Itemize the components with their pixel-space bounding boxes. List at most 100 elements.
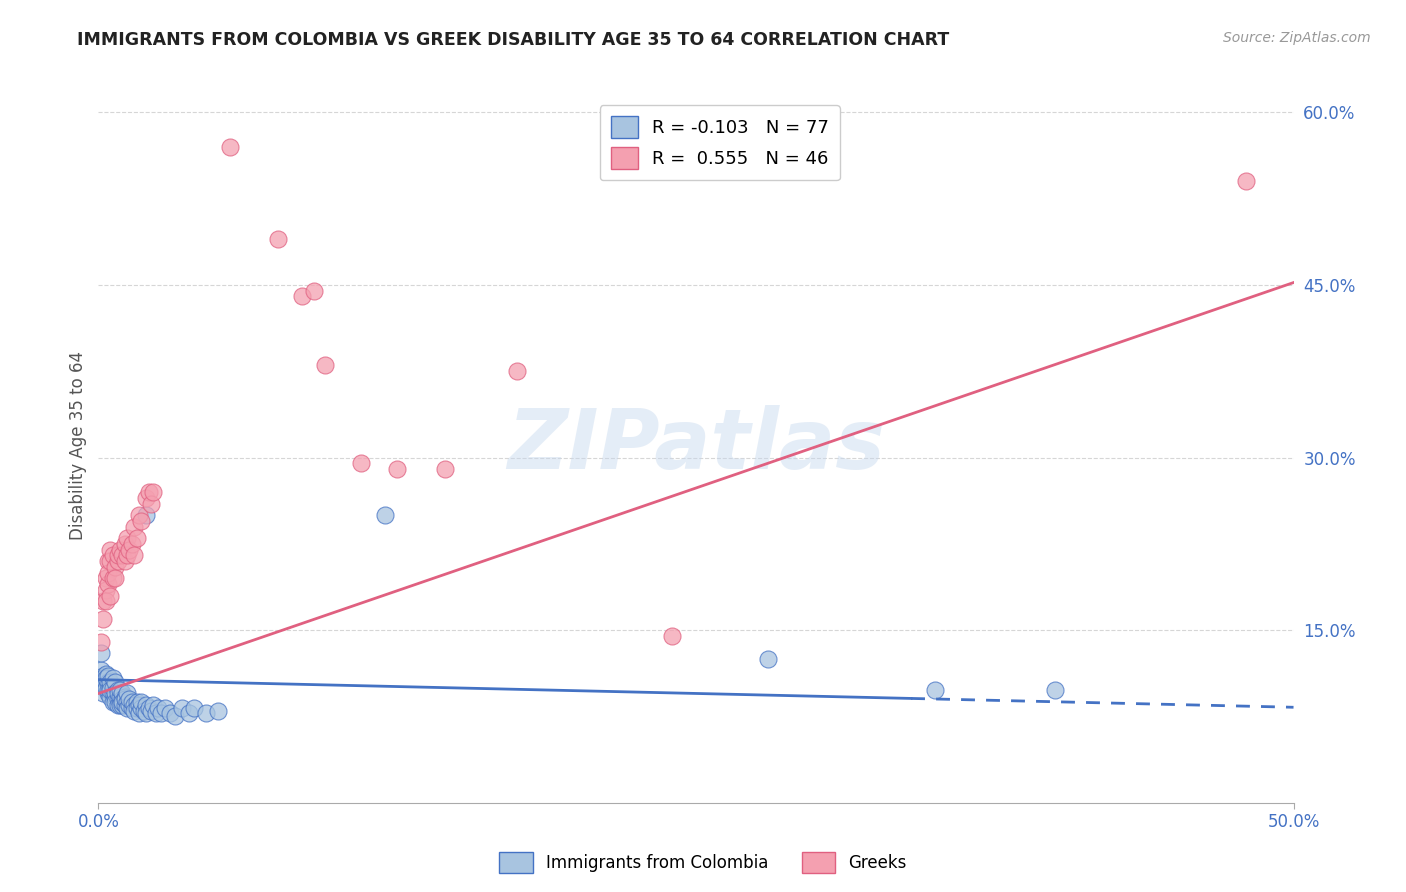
Point: [98, 683, 122, 698]
Point: [97, 675, 120, 690]
Point: [97, 669, 120, 683]
Point: [101, 571, 124, 585]
Point: [195, 706, 218, 720]
Point: [104, 694, 127, 708]
Point: [756, 652, 779, 666]
Point: [94, 594, 117, 608]
Point: [121, 537, 143, 551]
Point: [138, 485, 160, 500]
Point: [98, 589, 122, 603]
Point: [97, 683, 120, 698]
Point: [924, 683, 946, 698]
Point: [118, 698, 141, 712]
Point: [142, 698, 165, 712]
Text: ZIPatlas: ZIPatlas: [508, 406, 884, 486]
Point: [98, 542, 122, 557]
Point: [90, 646, 112, 660]
Point: [90, 675, 112, 690]
Point: [108, 690, 131, 704]
Point: [115, 694, 138, 708]
Point: [90, 634, 112, 648]
Point: [124, 549, 146, 563]
Point: [94, 672, 117, 686]
Point: [128, 698, 150, 712]
Point: [124, 698, 146, 712]
Point: [118, 692, 141, 706]
Point: [97, 554, 120, 568]
Point: [291, 289, 314, 303]
Point: [101, 694, 124, 708]
Point: [107, 683, 129, 698]
Point: [107, 698, 129, 712]
Point: [97, 686, 120, 700]
Point: [131, 701, 153, 715]
Point: [94, 666, 117, 681]
Point: [135, 698, 157, 712]
Point: [139, 704, 162, 718]
Point: [114, 692, 136, 706]
Point: [125, 701, 148, 715]
Point: [98, 681, 122, 695]
Point: [114, 554, 136, 568]
Point: [94, 571, 117, 585]
Point: [118, 542, 141, 557]
Point: [179, 706, 201, 720]
Point: [172, 701, 194, 715]
Point: [111, 686, 134, 700]
Point: [121, 694, 143, 708]
Point: [90, 664, 112, 678]
Point: [149, 706, 172, 720]
Point: [91, 686, 114, 700]
Point: [145, 706, 167, 720]
Point: [148, 701, 170, 715]
Point: [267, 232, 290, 246]
Point: [506, 364, 529, 378]
Text: IMMIGRANTS FROM COLOMBIA VS GREEK DISABILITY AGE 35 TO 64 CORRELATION CHART: IMMIGRANTS FROM COLOMBIA VS GREEK DISABI…: [77, 31, 949, 49]
Point: [101, 672, 124, 686]
Point: [98, 675, 122, 690]
Point: [1043, 683, 1066, 698]
Point: [111, 692, 134, 706]
Point: [125, 531, 148, 545]
Point: [114, 690, 136, 704]
Point: [131, 514, 153, 528]
Point: [107, 554, 129, 568]
Point: [108, 698, 131, 712]
Point: [138, 701, 160, 715]
Point: [135, 491, 157, 505]
Point: [132, 704, 155, 718]
Point: [104, 675, 127, 690]
Point: [1234, 174, 1257, 188]
Point: [101, 681, 124, 695]
Point: [315, 359, 337, 373]
Legend: R = -0.103   N = 77, R =  0.555   N = 46: R = -0.103 N = 77, R = 0.555 N = 46: [600, 105, 839, 180]
Point: [115, 531, 138, 545]
Point: [142, 485, 165, 500]
Point: [125, 694, 148, 708]
Point: [104, 571, 127, 585]
Point: [131, 694, 153, 708]
Point: [111, 549, 134, 563]
Point: [115, 701, 138, 715]
Point: [108, 683, 131, 698]
Point: [107, 692, 129, 706]
Point: [434, 462, 457, 476]
Point: [111, 694, 134, 708]
Point: [94, 582, 117, 597]
Point: [155, 701, 177, 715]
Legend: Immigrants from Colombia, Greeks: Immigrants from Colombia, Greeks: [492, 846, 914, 880]
Point: [115, 686, 138, 700]
Point: [97, 577, 120, 591]
Point: [139, 497, 162, 511]
Point: [94, 681, 117, 695]
Point: [385, 462, 409, 476]
Point: [124, 519, 146, 533]
Point: [207, 704, 229, 718]
Point: [104, 690, 127, 704]
Point: [108, 542, 131, 557]
Point: [183, 701, 205, 715]
Point: [98, 554, 122, 568]
Point: [128, 508, 150, 522]
Point: [350, 456, 373, 470]
Point: [219, 140, 242, 154]
